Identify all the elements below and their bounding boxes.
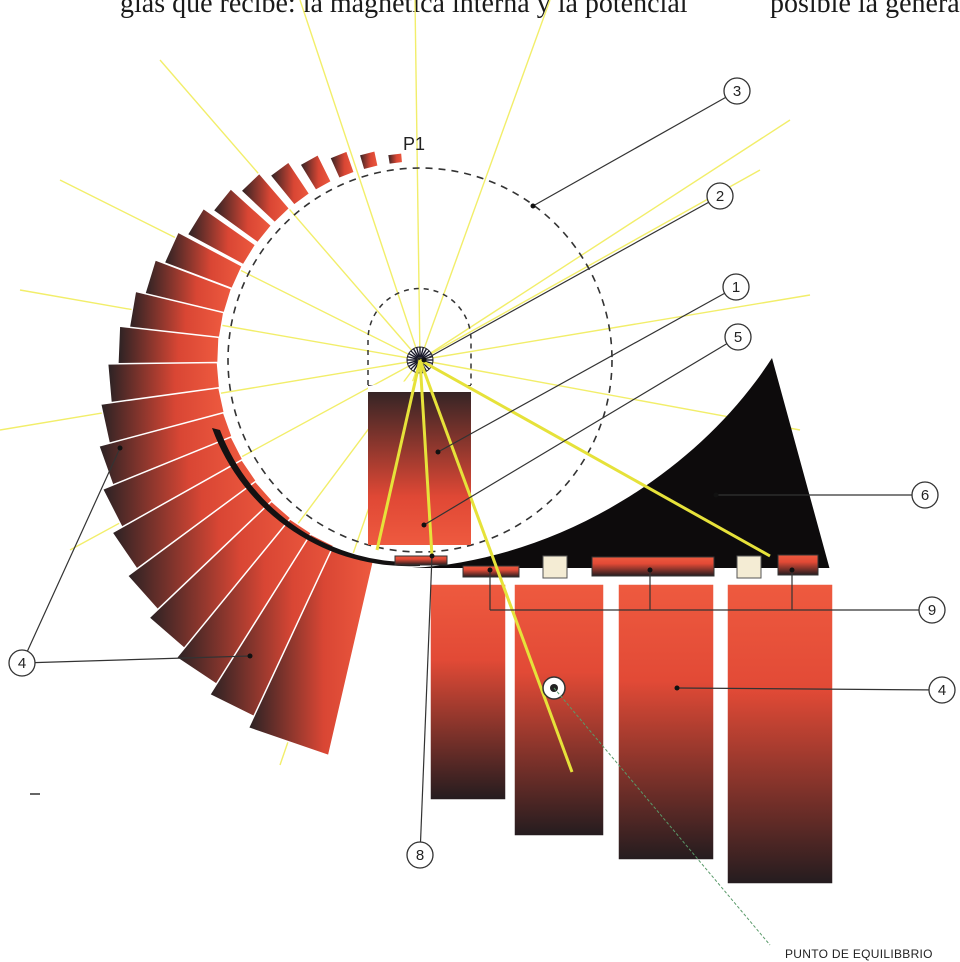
dashed-orbit-circle: [227, 167, 613, 553]
arc-magnet: [239, 172, 291, 224]
black-wedge: [412, 358, 830, 570]
callout-number: 4: [938, 682, 946, 699]
callout-group: 3 2 1 5 6 9 4 4 8: [8, 77, 956, 869]
callout-number: 4: [18, 655, 26, 672]
arc-magnet: [186, 207, 257, 266]
arc-magnet: [358, 149, 380, 171]
ray-line: [419, 169, 761, 361]
ray-line: [299, 0, 421, 361]
callout-4: 4: [8, 445, 253, 677]
callout-5: 5: [421, 323, 752, 528]
arc-magnet: [328, 149, 356, 180]
callout-number: 9: [928, 602, 936, 619]
callout-number: 6: [921, 487, 929, 504]
callout-2: 2: [421, 182, 734, 363]
callout-3: 3: [530, 77, 751, 209]
callout-number: 3: [733, 83, 741, 100]
callout-8: 8: [406, 553, 435, 869]
callout-6: 6: [713, 481, 939, 509]
arc-magnet: [298, 153, 333, 192]
arc-magnet: [212, 187, 273, 244]
spacer-blocks: [542, 555, 762, 579]
pivot-label: P1: [403, 134, 425, 154]
arc-magnet-row: [97, 149, 404, 757]
callout-9: 9: [487, 567, 946, 624]
ray-line: [414, 0, 421, 361]
callout-1: 1: [435, 273, 750, 455]
callout-number: 5: [734, 329, 742, 346]
header-text-right: posible la genera: [770, 0, 960, 19]
callout-4: 4: [674, 676, 956, 704]
header-text-left: gías que recibe: la magnética interna y …: [120, 0, 688, 19]
bright-ray-lines: [375, 358, 771, 773]
ray-line: [419, 119, 791, 361]
callout-number: 2: [716, 188, 724, 205]
vertical-magnet-row: [429, 583, 834, 885]
equilibrium-label: PUNTO DE EQUILIBBRIO: [785, 947, 933, 961]
ray-line: [159, 59, 421, 361]
ray-line: [419, 294, 811, 361]
callout-number: 8: [416, 847, 424, 864]
callout-number: 1: [732, 279, 740, 296]
ray-line: [419, 0, 551, 361]
arc-magnet: [268, 160, 311, 207]
equilibrium-point: [542, 676, 771, 946]
arc-magnet: [386, 151, 404, 166]
